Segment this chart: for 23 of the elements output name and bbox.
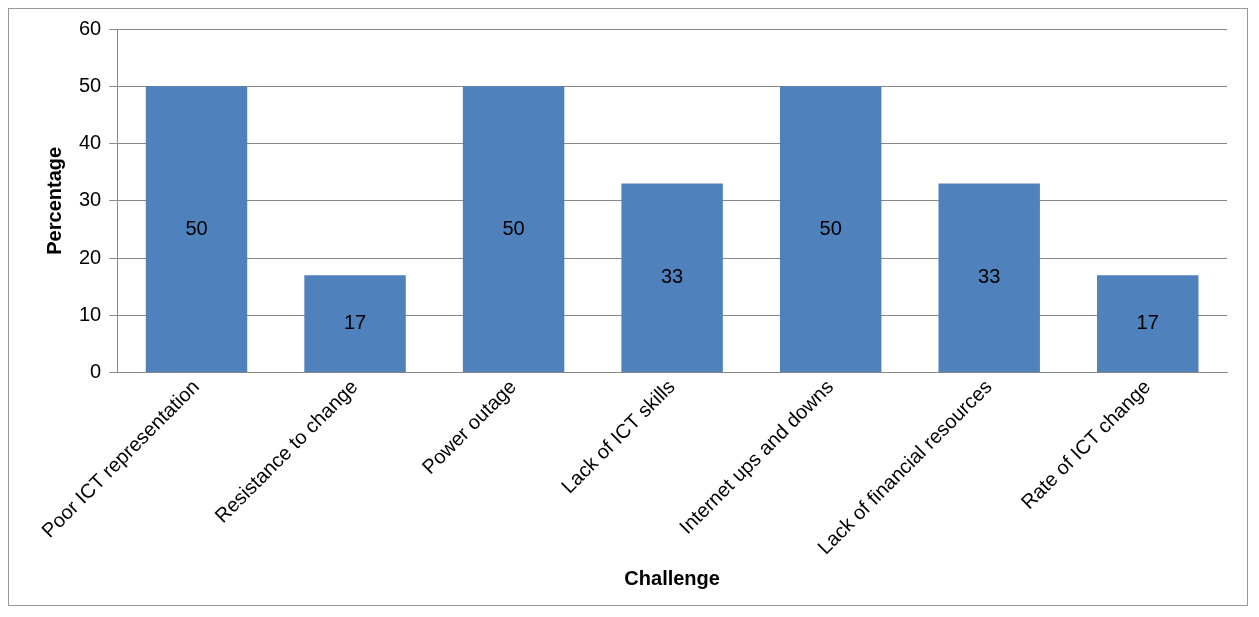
bar (145, 86, 248, 373)
data-label: 50 (819, 216, 842, 239)
data-label: 17 (343, 311, 367, 334)
y-tick-label: 20 (79, 245, 102, 268)
data-label: 33 (978, 265, 1001, 288)
x-axis-title: Challenge (624, 566, 720, 589)
y-tick-label: 0 (90, 360, 102, 383)
bar (1097, 275, 1199, 373)
bar (938, 183, 1040, 373)
bar (304, 275, 406, 373)
data-label: 50 (185, 216, 208, 239)
y-tick-label: 30 (79, 188, 102, 211)
bar (779, 86, 882, 373)
bar (462, 86, 565, 373)
data-label: 17 (1136, 311, 1159, 334)
bar (621, 183, 723, 373)
data-label: 33 (661, 265, 684, 288)
y-tick-label: 60 (79, 16, 102, 39)
y-tick-label: 50 (79, 73, 102, 96)
y-axis-title: Percentage (42, 146, 65, 255)
data-label: 50 (502, 216, 525, 239)
y-tick-label: 10 (79, 302, 102, 325)
y-tick-label: 40 (79, 131, 102, 154)
